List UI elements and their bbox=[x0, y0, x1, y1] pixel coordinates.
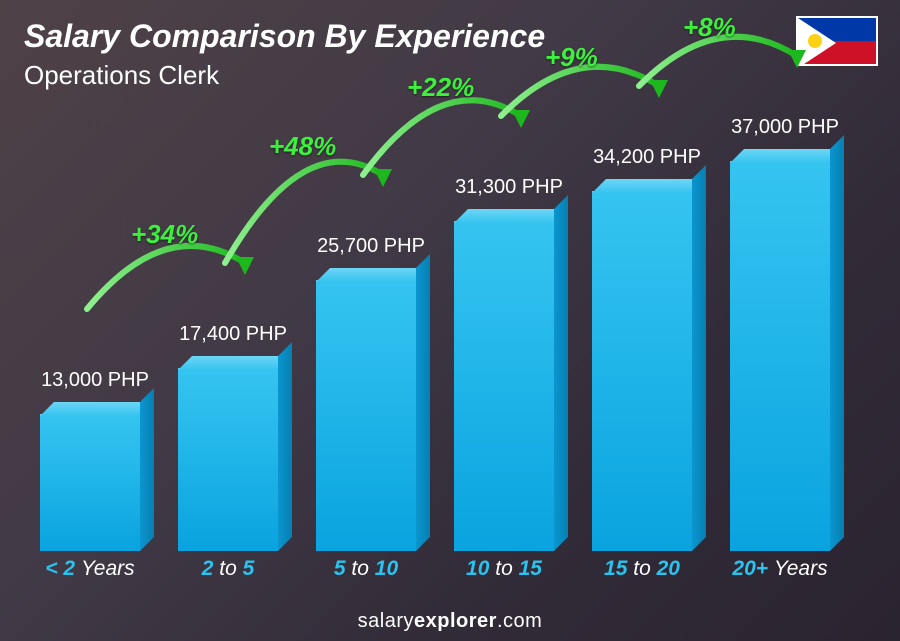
chart-title: Salary Comparison By Experience bbox=[24, 18, 545, 55]
bar-value-label: 13,000 PHP bbox=[30, 369, 160, 392]
bar-wrap: 17,400 PHP2 to 5 bbox=[168, 141, 288, 581]
bar bbox=[730, 161, 830, 551]
bar-value-label: 25,700 PHP bbox=[306, 235, 436, 258]
bar-x-label: < 2 Years bbox=[30, 557, 150, 581]
bar-wrap: 25,700 PHP5 to 10 bbox=[306, 141, 426, 581]
bar-value-label: 17,400 PHP bbox=[168, 323, 298, 346]
chart-subtitle: Operations Clerk bbox=[24, 60, 219, 91]
percent-increase-label: +22% bbox=[407, 72, 474, 103]
footer-bold: explorer bbox=[414, 610, 497, 632]
bar-wrap: 34,200 PHP15 to 20 bbox=[582, 141, 702, 581]
bar-x-label: 10 to 15 bbox=[444, 557, 564, 581]
country-flag-icon bbox=[796, 16, 878, 66]
footer-prefix: salary bbox=[358, 610, 414, 632]
percent-increase-label: +8% bbox=[683, 12, 736, 43]
infographic-canvas: Salary Comparison By Experience Operatio… bbox=[0, 0, 900, 641]
bar-chart: 13,000 PHP< 2 Years17,400 PHP2 to 525,70… bbox=[30, 100, 850, 581]
bar-value-label: 34,200 PHP bbox=[582, 146, 712, 169]
bar-x-label: 2 to 5 bbox=[168, 557, 288, 581]
bar bbox=[178, 368, 278, 551]
percent-increase-label: +9% bbox=[545, 42, 598, 73]
bar bbox=[454, 221, 554, 551]
bar-wrap: 31,300 PHP10 to 15 bbox=[444, 141, 564, 581]
bar-wrap: 13,000 PHP< 2 Years bbox=[30, 141, 150, 581]
footer-suffix: .com bbox=[497, 610, 542, 632]
bar-value-label: 37,000 PHP bbox=[720, 116, 850, 139]
bar bbox=[40, 414, 140, 551]
percent-increase-label: +48% bbox=[269, 131, 336, 162]
bar-x-label: 20+ Years bbox=[720, 557, 840, 581]
percent-increase-label: +34% bbox=[131, 219, 198, 250]
bar-wrap: 37,000 PHP20+ Years bbox=[720, 141, 840, 581]
footer-attribution: salaryexplorer.com bbox=[0, 610, 900, 633]
bar-value-label: 31,300 PHP bbox=[444, 176, 574, 199]
bar-x-label: 15 to 20 bbox=[582, 557, 702, 581]
bar-x-label: 5 to 10 bbox=[306, 557, 426, 581]
bar bbox=[316, 280, 416, 551]
bar bbox=[592, 191, 692, 551]
